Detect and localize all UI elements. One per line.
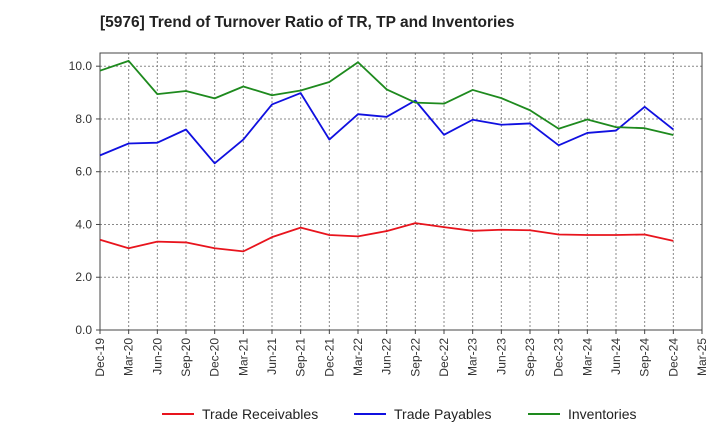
series-layer xyxy=(99,60,674,253)
x-tick-label: Jun-24 xyxy=(609,338,623,375)
legend-label-1: Trade Receivables xyxy=(202,406,318,422)
x-tick-label: Jun-20 xyxy=(150,338,164,375)
y-tick-label: 0.0 xyxy=(75,323,92,337)
x-tick-label: Jun-22 xyxy=(380,338,394,375)
grid-layer xyxy=(100,53,702,330)
series-line-3 xyxy=(99,60,674,136)
x-tick-label: Sep-23 xyxy=(523,338,537,377)
legend-label-3: Inventories xyxy=(568,406,636,422)
y-tick-label: 10.0 xyxy=(69,59,93,73)
legend-label-2: Trade Payables xyxy=(394,406,492,422)
x-tick-label: Sep-20 xyxy=(179,338,193,377)
x-tick-label: Sep-21 xyxy=(294,338,308,377)
x-tick-label: Mar-21 xyxy=(236,338,250,376)
y-axis-ticks: 0.0 2.0 4.0 6.0 8.0 10.0 xyxy=(69,59,100,337)
x-axis-ticks: Dec-19 Mar-20 Jun-20 Sep-20 Dec-20 Mar-21 Jun-… xyxy=(93,330,709,377)
x-tick-label: Mar-23 xyxy=(466,338,480,376)
x-tick-label: Dec-20 xyxy=(208,338,222,377)
x-tick-label: Dec-21 xyxy=(322,338,336,377)
y-tick-label: 8.0 xyxy=(75,112,92,126)
x-tick-label: Dec-19 xyxy=(93,338,107,377)
x-tick-label: Sep-22 xyxy=(408,338,422,377)
x-tick-label: Dec-23 xyxy=(552,338,566,377)
y-tick-label: 6.0 xyxy=(75,165,92,179)
plot-frame xyxy=(99,52,703,331)
y-tick-label: 4.0 xyxy=(75,217,92,231)
series-line-1 xyxy=(99,222,674,253)
x-tick-label: Dec-24 xyxy=(666,338,680,377)
legend: Trade Receivables Trade Payables Inventori… xyxy=(162,406,636,422)
x-tick-label: Jun-23 xyxy=(494,338,508,375)
x-tick-label: Jun-21 xyxy=(265,338,279,375)
x-tick-label: Dec-22 xyxy=(437,338,451,377)
y-tick-label: 2.0 xyxy=(75,270,92,284)
x-tick-label: Mar-20 xyxy=(122,338,136,376)
x-tick-label: Sep-24 xyxy=(638,338,652,377)
chart-title: [5976] Trend of Turnover Ratio of TR, TP… xyxy=(100,14,515,31)
series-line-2 xyxy=(99,92,674,165)
x-tick-label: Mar-25 xyxy=(695,338,709,376)
x-tick-label: Mar-24 xyxy=(580,338,594,376)
x-tick-label: Mar-22 xyxy=(351,338,365,376)
